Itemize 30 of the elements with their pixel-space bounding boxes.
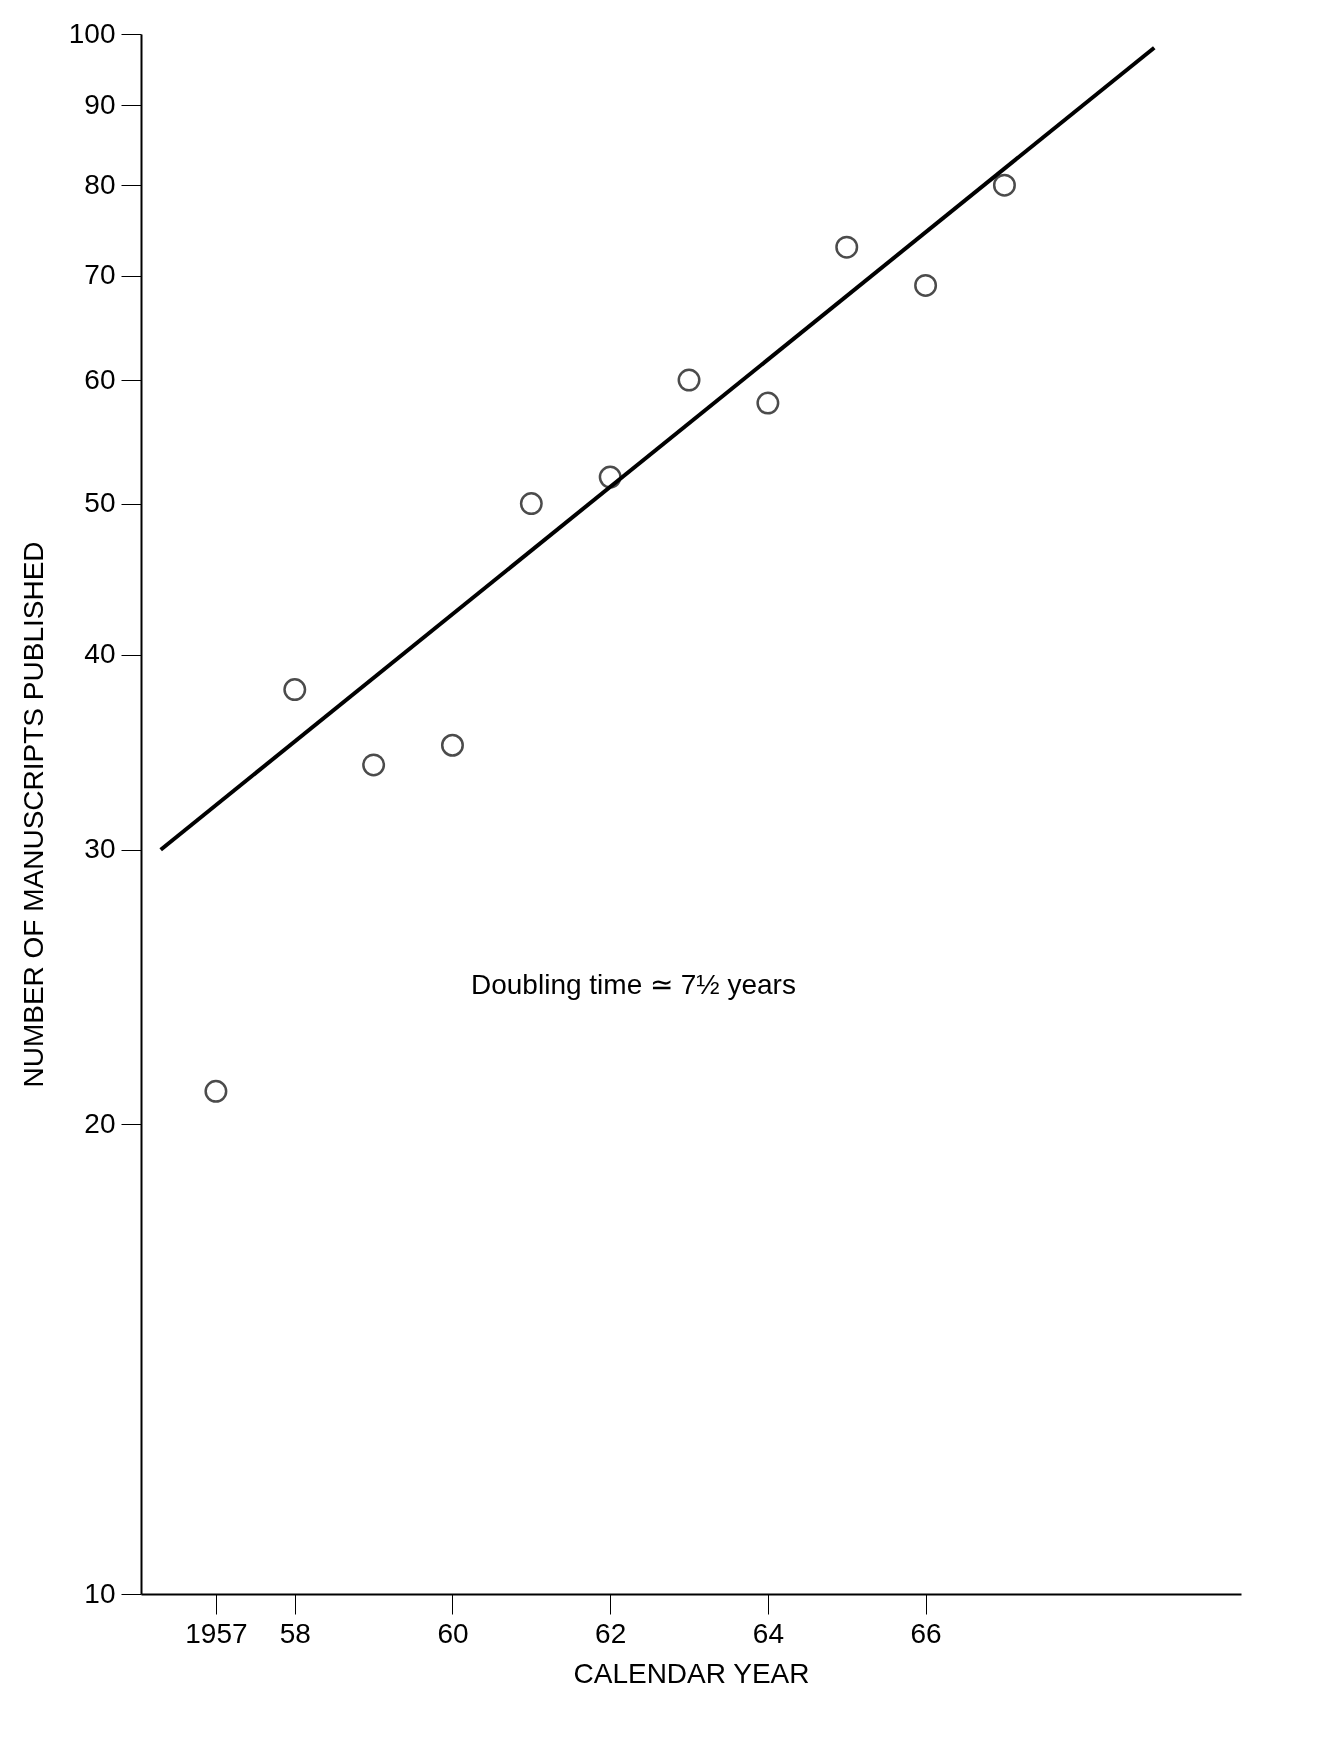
x-tick-label: 1957	[185, 1617, 248, 1649]
annotation: Doubling time ≃ 7½ years	[471, 968, 796, 1000]
y-tick-label: 40	[84, 638, 116, 670]
point	[440, 733, 464, 757]
x-tick-label: 58	[279, 1617, 311, 1649]
point	[677, 368, 701, 392]
y-tick-label: 90	[84, 88, 116, 120]
x-axis-title: CALENDAR YEAR	[573, 1657, 810, 1689]
y-tick-label: 20	[84, 1107, 116, 1139]
x-tick-label: 60	[437, 1617, 469, 1649]
point	[519, 492, 543, 516]
y-axis-title: NUMBER OF MANUSCRIPTS PUBLISHED	[17, 541, 49, 1088]
point	[835, 235, 859, 259]
y-tick-label: 70	[84, 259, 116, 291]
y-tick-label: 10	[84, 1577, 116, 1609]
x-tick-label: 62	[595, 1617, 627, 1649]
y-tick-label: 80	[84, 168, 116, 200]
point	[992, 173, 1016, 197]
x-tick-label: 64	[752, 1617, 784, 1649]
point	[283, 678, 307, 702]
point	[914, 273, 938, 297]
point	[598, 465, 622, 489]
x-tick-label: 66	[910, 1617, 942, 1649]
y-tick-label: 50	[84, 487, 116, 519]
y-tick-label: 30	[84, 833, 116, 865]
point	[204, 1079, 228, 1103]
point	[756, 391, 780, 415]
y-tick-label: 60	[84, 363, 116, 395]
point	[362, 753, 386, 777]
y-tick-label: 100	[68, 17, 116, 49]
